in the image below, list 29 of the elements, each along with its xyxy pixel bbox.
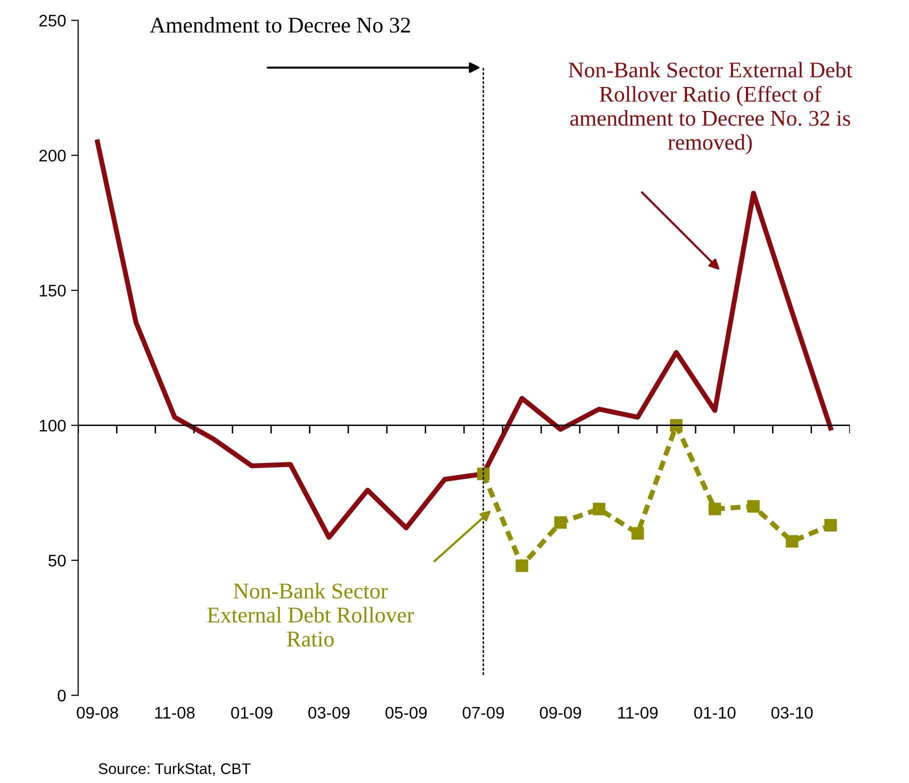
x-tick-label: 11-09 bbox=[618, 706, 658, 719]
x-tick-label: 05-09 bbox=[386, 706, 427, 719]
point bbox=[708, 502, 722, 516]
point bbox=[824, 518, 837, 532]
y-tick-label: 50 bbox=[48, 554, 66, 567]
x-tick-label: 01-09 bbox=[231, 706, 272, 719]
point bbox=[592, 502, 606, 516]
y-tick-label: 150 bbox=[40, 284, 66, 297]
y-tick-label: 250 bbox=[39, 14, 66, 27]
point bbox=[554, 516, 567, 529]
point bbox=[631, 527, 644, 540]
source-note: Source: TurkStat, CBT bbox=[98, 762, 250, 776]
y-tick-label: 100 bbox=[40, 420, 66, 432]
point bbox=[747, 500, 760, 513]
y-tick-label: 0 bbox=[58, 690, 66, 702]
annotation: Non-Bank Sector External Debt Rollover Ratio (Effect of amendment to Decree No. 32 is removed) bbox=[568, 62, 852, 154]
x-tick-label: 11-08 bbox=[155, 706, 195, 719]
point bbox=[477, 468, 490, 480]
x-tick-label: 07-09 bbox=[462, 706, 504, 719]
annotation: Non-Bank Sector External Debt Rollover Ratio bbox=[207, 582, 414, 647]
point bbox=[516, 559, 528, 572]
x-tick-label: 03-09 bbox=[308, 706, 350, 719]
ref-line-label: Amendment to Decree No 32 bbox=[150, 17, 410, 33]
x-tick-label: 03-10 bbox=[771, 706, 813, 719]
point bbox=[786, 535, 798, 548]
x-tick-label: 09-09 bbox=[540, 706, 582, 719]
x-tick-label: 01-10 bbox=[694, 706, 736, 719]
y-tick-label: 200 bbox=[39, 150, 66, 162]
x-tick-label: 09-08 bbox=[76, 706, 118, 719]
